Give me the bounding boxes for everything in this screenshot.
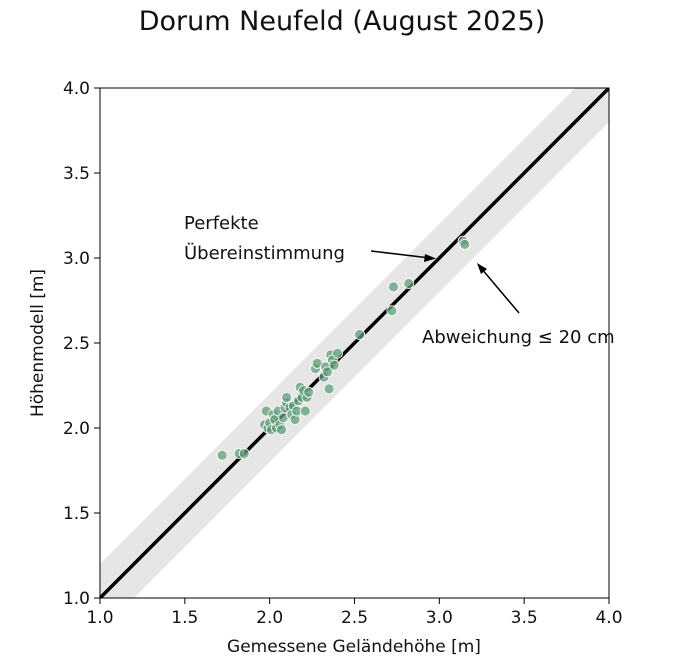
- x-axis-ticks: 1.0 1.5 2.0 2.5 3.0 3.5 4.0: [86, 598, 623, 628]
- data-point: [238, 448, 250, 459]
- data-point: [354, 329, 365, 340]
- y-tick-label: 3.0: [63, 249, 90, 269]
- x-tick-label: 3.0: [426, 608, 453, 628]
- data-point: [281, 391, 293, 403]
- y-tick-label: 1.5: [63, 504, 90, 524]
- chart-title: Dorum Neufeld (August 2025): [138, 6, 546, 37]
- x-tick-label: 3.5: [511, 608, 538, 628]
- y-tick-label: 4.0: [63, 79, 90, 99]
- data-point: [328, 359, 340, 371]
- x-tick-label: 4.0: [595, 608, 622, 628]
- data-point: [321, 366, 333, 378]
- x-axis-label: Gemessene Geländehöhe [m]: [227, 637, 481, 657]
- annotation-perfect-arrow-shaft: [370, 250, 431, 259]
- y-tick-label: 2.0: [63, 419, 90, 439]
- data-point: [403, 278, 415, 289]
- data-point: [323, 383, 335, 395]
- data-point: [386, 305, 398, 317]
- y-tick-label: 1.0: [63, 589, 90, 609]
- data-points: [216, 235, 471, 461]
- annotation-perfect-arrow-head: [424, 254, 436, 262]
- data-point: [332, 347, 343, 359]
- annotation-perfect-line1: Perfekte: [184, 213, 259, 234]
- data-point: [388, 281, 399, 293]
- x-tick-label: 2.5: [341, 608, 368, 628]
- data-point: [459, 238, 471, 250]
- y-axis-ticks: 1.0 1.5 2.0 2.5 3.0 3.5 4.0: [63, 79, 100, 609]
- annotation-perfect-line2: Übereinstimmung: [184, 242, 345, 264]
- annotation-deviation-arrow-shaft: [480, 267, 520, 314]
- data-point: [303, 386, 315, 398]
- data-point: [276, 424, 287, 436]
- annotation-deviation: Abweichung ≤ 20 cm: [422, 327, 615, 348]
- y-tick-label: 2.5: [63, 334, 90, 354]
- perfect-agreement-line: [100, 88, 609, 598]
- x-tick-label: 1.5: [171, 608, 198, 628]
- x-tick-label: 1.0: [86, 608, 113, 628]
- annotation-deviation-arrow-head: [477, 263, 487, 274]
- data-point: [299, 405, 311, 417]
- y-axis-label: Höhenmodell [m]: [28, 269, 48, 417]
- x-tick-label: 2.0: [256, 608, 283, 628]
- data-point: [216, 449, 228, 461]
- y-tick-label: 3.5: [63, 164, 90, 184]
